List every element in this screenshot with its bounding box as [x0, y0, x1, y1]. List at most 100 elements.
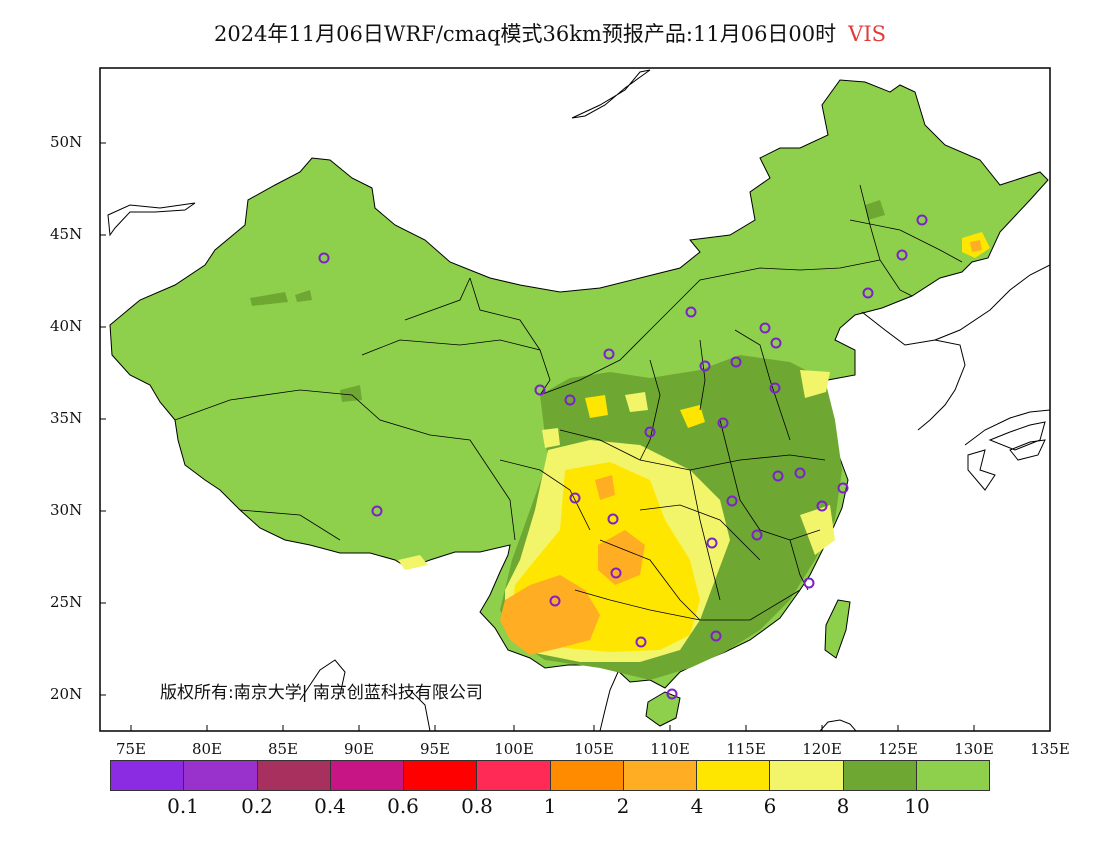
lon-label-75e: 75E [115, 740, 147, 758]
lon-label-105e: 105E [574, 740, 614, 758]
vis-patch-gansu [542, 428, 560, 448]
lat-label-40n: 40N [50, 317, 83, 335]
vis-patch-henan [680, 405, 705, 428]
station-marker [772, 470, 784, 482]
vis-zone-orange-yunnan [500, 575, 600, 655]
lat-label-45n: 45N [50, 225, 83, 243]
neighbor-coastlines [107, 69, 1050, 731]
vis-zone-orange-sichuan [595, 475, 615, 500]
station-marker [726, 495, 738, 507]
title-variable: VIS [848, 22, 887, 46]
legend-swatch [697, 761, 771, 790]
lon-label-100e: 100E [494, 740, 534, 758]
legend-label: 4 [690, 794, 704, 818]
vis-patch-heilongjiang-core [970, 240, 982, 252]
station-marker [699, 360, 711, 372]
vis-patch-tibet-south [398, 555, 428, 570]
legend-swatch [404, 761, 478, 790]
lat-label-20n: 20N [50, 685, 83, 703]
legend-swatch [916, 761, 989, 790]
station-marker [534, 384, 546, 396]
lat-label-30n: 30N [50, 501, 83, 519]
vis-patch-shandong [800, 370, 830, 398]
legend-label: 1 [543, 794, 557, 818]
station-marker [751, 529, 763, 541]
vis-patch-shanxi [625, 392, 648, 412]
station-marker [837, 482, 849, 494]
lon-label-95e: 95E [419, 740, 451, 758]
legend-swatch [184, 761, 258, 790]
station-marker [549, 595, 561, 607]
color-legend [110, 760, 990, 791]
legend-swatch [843, 761, 917, 790]
lat-label-35n: 35N [50, 409, 83, 427]
vis-patch-northeast [865, 200, 885, 220]
vis-patch-jiangsu [800, 505, 835, 555]
legend-swatch [770, 761, 844, 790]
lon-label-115e: 115E [726, 740, 766, 758]
station-marker [759, 322, 771, 334]
lat-label-25n: 25N [50, 593, 83, 611]
lon-label-90e: 90E [343, 740, 375, 758]
station-marker [916, 214, 928, 226]
lat-label-50n: 50N [50, 133, 83, 151]
vis-patch-xinjiang-1 [250, 292, 288, 306]
station-marker [717, 417, 729, 429]
province-boundaries [174, 184, 963, 621]
legend-swatch [550, 761, 624, 790]
station-marker [635, 636, 647, 648]
station-marker [816, 500, 828, 512]
station-marker [770, 337, 782, 349]
station-marker [769, 382, 781, 394]
station-marker [803, 577, 815, 589]
lon-label-135e: 135E [1030, 740, 1070, 758]
legend-label: 0.8 [461, 794, 493, 818]
station-marker [318, 252, 330, 264]
legend-label: 0.1 [167, 794, 199, 818]
station-marker [644, 426, 656, 438]
station-marker [564, 394, 576, 406]
legend-label: 8 [836, 794, 850, 818]
lon-label-110e: 110E [650, 740, 690, 758]
legend-swatch [111, 761, 185, 790]
hainan-island [645, 691, 681, 727]
vis-patch-qinghai [340, 385, 362, 402]
lon-label-120e: 120E [802, 740, 842, 758]
map-frame [99, 67, 1051, 732]
station-marker [610, 567, 622, 579]
legend-label: 0.2 [241, 794, 273, 818]
station-markers [318, 214, 928, 700]
legend-swatch [623, 761, 697, 790]
legend-label: 0.4 [314, 794, 346, 818]
station-marker [607, 513, 619, 525]
station-marker [371, 505, 383, 517]
lon-label-80e: 80E [191, 740, 223, 758]
legend-label: 2 [616, 794, 630, 818]
legend-label: 10 [904, 794, 930, 818]
station-marker [666, 688, 678, 700]
axis-ticks [100, 142, 975, 731]
lon-label-85e: 85E [267, 740, 299, 758]
legend-swatch [477, 761, 551, 790]
station-marker [730, 356, 742, 368]
legend-swatch [330, 761, 404, 790]
station-marker [569, 492, 581, 504]
vis-patch-xinjiang-2 [295, 290, 312, 302]
station-marker [685, 306, 697, 318]
vis-patch-shaanxi [585, 395, 608, 418]
legend-swatch [257, 761, 331, 790]
lon-label-130e: 130E [954, 740, 994, 758]
taiwan-island [824, 599, 851, 659]
station-marker [603, 348, 615, 360]
station-marker [710, 630, 722, 642]
title-text: 2024年11月06日WRF/cmaq模式36km预报产品:11月06日00时 [213, 22, 837, 46]
map-title: 2024年11月06日WRF/cmaq模式36km预报产品:11月06日00时 V… [0, 18, 1100, 48]
lon-label-125e: 125E [878, 740, 918, 758]
station-marker [706, 537, 718, 549]
station-marker [896, 249, 908, 261]
station-marker [862, 287, 874, 299]
legend-label: 6 [763, 794, 777, 818]
legend-label: 0.6 [387, 794, 419, 818]
station-marker [794, 467, 806, 479]
